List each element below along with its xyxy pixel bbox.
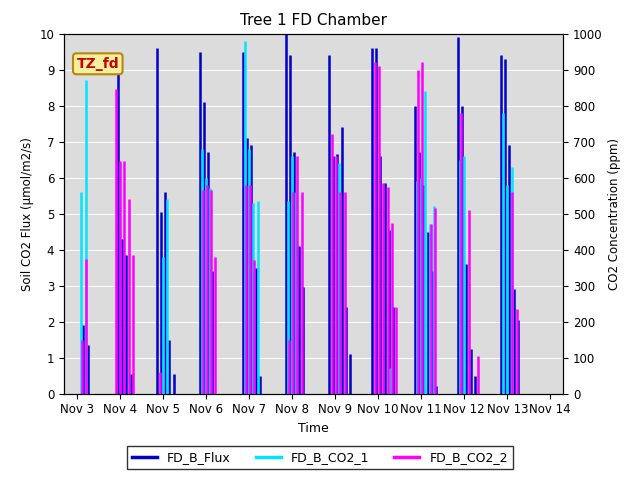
Y-axis label: Soil CO2 Flux (μmol/m2/s): Soil CO2 Flux (μmol/m2/s) — [21, 137, 34, 290]
Legend: FD_B_Flux, FD_B_CO2_1, FD_B_CO2_2: FD_B_Flux, FD_B_CO2_1, FD_B_CO2_2 — [127, 446, 513, 469]
Title: Tree 1 FD Chamber: Tree 1 FD Chamber — [240, 13, 387, 28]
X-axis label: Time: Time — [298, 422, 329, 435]
Text: TZ_fd: TZ_fd — [77, 57, 119, 71]
Y-axis label: CO2 Concentration (ppm): CO2 Concentration (ppm) — [608, 138, 621, 289]
